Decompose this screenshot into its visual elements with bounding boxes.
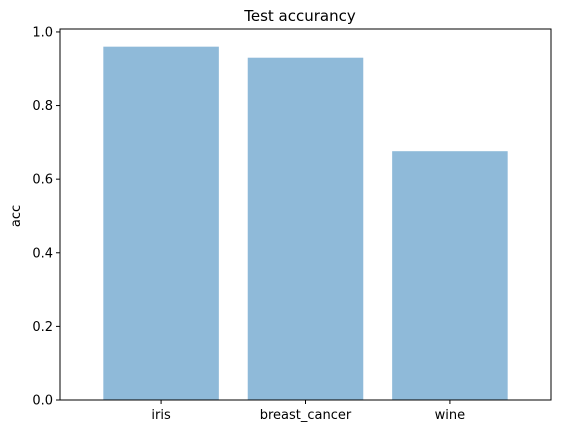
x-tick-label: iris [151, 408, 171, 423]
x-tick-label: wine [435, 408, 465, 423]
bar-iris [103, 46, 219, 401]
y-tick-label: 0.0 [32, 394, 53, 409]
y-tick-label: 0.4 [32, 246, 53, 261]
y-tick-label: 0.6 [32, 173, 53, 188]
x-tick-label: breast_cancer [260, 408, 352, 423]
bars-group [103, 46, 508, 401]
bar-breast_cancer [247, 57, 364, 400]
plot-frame [59, 28, 552, 401]
chart-title: Test accurancy [243, 7, 356, 25]
y-tick-label: 1.0 [32, 25, 53, 40]
y-axis-ticks: 0.0 0.2 0.4 0.6 0.8 1.0 [32, 25, 60, 409]
bar-wine [392, 151, 508, 400]
y-tick-label: 0.8 [32, 99, 53, 114]
y-axis-label: acc [9, 205, 24, 227]
y-tick-label: 0.2 [32, 320, 53, 335]
x-axis-ticks: iris breast_cancer wine [151, 400, 465, 423]
